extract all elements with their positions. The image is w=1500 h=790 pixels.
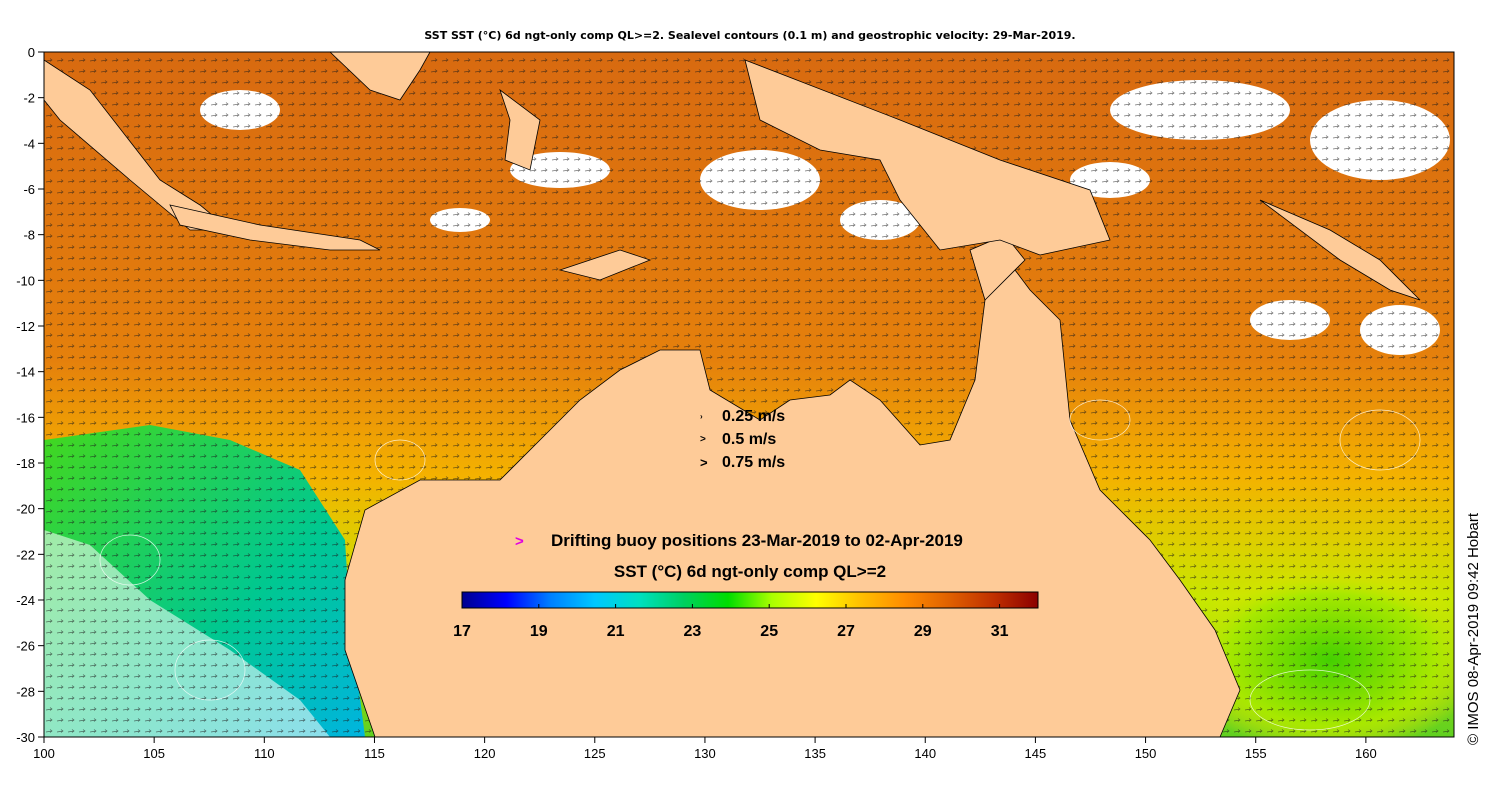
y-tick-label: -14 — [16, 365, 35, 380]
x-axis: 100 105 110 115 120 125 130 135 140 145 150 155 160 — [33, 737, 1377, 761]
buoy-legend-label: Drifting buoy positions 23-Mar-2019 to 0… — [551, 531, 963, 550]
x-tick-label: 110 — [254, 746, 275, 761]
x-tick-label: 100 — [33, 746, 55, 761]
y-tick-label: -30 — [16, 730, 35, 745]
y-tick-label: -28 — [16, 684, 35, 699]
x-tick-label: 115 — [364, 746, 385, 761]
buoy-legend: > Drifting buoy positions 23-Mar-2019 to… — [515, 531, 963, 551]
velocity-legend: › 0.25 m/s >0.5 m/s >0.75 m/s — [700, 405, 785, 474]
y-tick-label: -4 — [23, 136, 35, 151]
land-australia — [344, 249, 1241, 737]
y-tick-label: -20 — [16, 502, 35, 517]
x-tick-label: 125 — [584, 746, 606, 761]
velocity-legend-item-3: >0.75 m/s — [700, 453, 786, 471]
velocity-legend-item-1: › 0.25 m/s — [700, 407, 786, 425]
velocity-legend-item-2: >0.5 m/s — [700, 430, 777, 448]
x-tick-label: 130 — [694, 746, 716, 761]
figure-title: SST SST (°C) 6d ngt-only comp QL>=2. Sea… — [424, 29, 1076, 42]
y-tick-label: -12 — [16, 319, 35, 334]
land-sulawesi — [499, 88, 541, 171]
land-new-britain — [1259, 199, 1421, 301]
arrow-icon: > — [700, 455, 708, 470]
arrow-icon: > — [700, 434, 706, 445]
credit-text: © IMOS 08-Apr-2019 09:42 Hobart — [1465, 512, 1482, 745]
y-tick-label: 0 — [28, 45, 35, 60]
y-tick-label: -8 — [23, 228, 35, 243]
land-new-guinea — [744, 59, 1111, 256]
y-tick-label: -16 — [16, 410, 35, 425]
y-tick-label: -24 — [16, 593, 35, 608]
y-tick-label: -22 — [16, 547, 35, 562]
x-tick-label: 140 — [914, 746, 936, 761]
sea-level-contours — [99, 399, 1421, 731]
land-masses — [44, 52, 1421, 737]
x-tick-label: 150 — [1135, 746, 1157, 761]
x-tick-label: 155 — [1245, 746, 1267, 761]
y-tick-label: -6 — [23, 182, 35, 197]
x-tick-label: 120 — [474, 746, 496, 761]
y-tick-label: -2 — [23, 91, 35, 106]
x-tick-label: 145 — [1025, 746, 1047, 761]
y-axis: 0 -2 -4 -6 -8 -10 -12 -14 -16 -18 -20 -22 -24 -26 -28 -… — [16, 45, 44, 745]
x-tick-label: 105 — [143, 746, 165, 761]
buoy-marker-icon: > — [515, 532, 524, 550]
plot-frame — [43, 51, 1455, 738]
x-tick-label: 160 — [1355, 746, 1377, 761]
land-java — [169, 204, 381, 251]
y-tick-label: -10 — [16, 273, 35, 288]
colorbar-title: SST (°C) 6d ngt-only comp QL>=2 — [613, 562, 887, 581]
arrow-icon: › — [700, 412, 703, 421]
land-timor — [558, 249, 652, 281]
y-tick-label: -18 — [16, 456, 35, 471]
y-tick-label: -26 — [16, 639, 35, 654]
plot-area — [44, 52, 1454, 737]
x-tick-label: 135 — [804, 746, 826, 761]
land-borneo — [329, 52, 431, 101]
